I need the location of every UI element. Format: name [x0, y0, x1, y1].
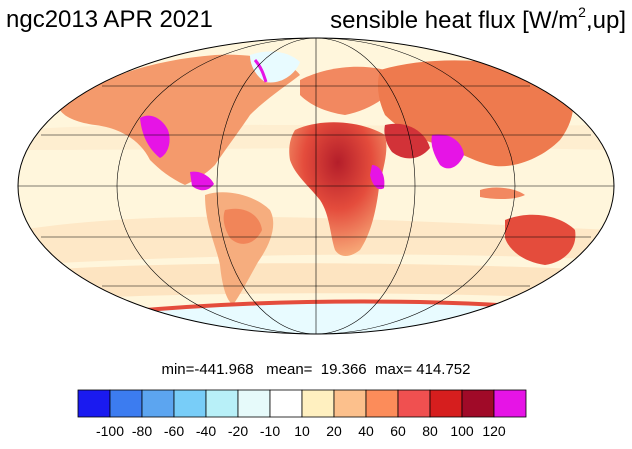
colorbar-swatch [461, 389, 495, 418]
map-title: ngc2013 APR 2021 [6, 6, 213, 33]
north-america [60, 54, 300, 185]
colorbar-swatch [333, 389, 367, 418]
antarctica [60, 302, 600, 334]
map-panel [17, 37, 615, 335]
east-africa-hot [370, 165, 385, 190]
colorbar-swatch [493, 389, 527, 418]
australia [505, 214, 576, 265]
greenland-rim [253, 59, 268, 83]
central-america-hot [190, 171, 214, 191]
colorbar-swatch [173, 389, 207, 418]
colorbar-tick-label: -20 [228, 423, 248, 439]
colorbar-tick-label: 100 [450, 423, 474, 439]
globe-outline [17, 37, 615, 335]
colorbar-svg: -100 -80 -60 -40 -20 -10 10 20 40 60 80 100 120 [77, 389, 527, 439]
colorbar-tick-label: -60 [164, 423, 184, 439]
colorbar-tick-label: -10 [260, 423, 280, 439]
colorbar: -100 -80 -60 -40 -20 -10 10 20 40 60 80 100 120 [0, 388, 632, 444]
colorbar-swatch [237, 389, 271, 418]
stat-min: min=-441.968 [161, 361, 254, 378]
variable-title-exponent: 2 [578, 4, 586, 20]
colorbar-tick-label: 80 [422, 423, 438, 439]
stat-mean: mean= 19.366 [266, 361, 367, 378]
colorbar-swatch [269, 389, 303, 418]
colorbar-tick-label: -40 [196, 423, 216, 439]
europe [300, 66, 400, 115]
colorbar-swatch [77, 389, 111, 418]
variable-title-main: sensible heat flux [W/m [330, 7, 579, 34]
middle-east [384, 123, 430, 159]
colorbar-tick-label: 40 [358, 423, 374, 439]
colorbar-tick-label: -100 [96, 423, 124, 439]
colorbar-tick-label: 10 [294, 423, 310, 439]
colorbar-swatch [141, 389, 175, 418]
north-america-hot-west [140, 115, 170, 158]
colorbar-swatch [365, 389, 399, 418]
colorbar-tick-label: 60 [390, 423, 406, 439]
colorbar-tick-label: 120 [482, 423, 506, 439]
asia [377, 60, 574, 167]
colorbar-swatch [429, 389, 463, 418]
colorbar-tick-label: -80 [132, 423, 152, 439]
statistics-line: min=-441.968 mean= 19.366 max= 414.752 [0, 361, 632, 378]
south-america-central [223, 208, 262, 244]
india-hot [431, 134, 464, 169]
africa [289, 122, 387, 256]
colorbar-swatch [301, 389, 335, 418]
colorbar-swatch [397, 389, 431, 418]
variable-title: sensible heat flux [W/m2,up] [330, 4, 626, 35]
variable-title-tail: ,up] [585, 7, 626, 34]
stat-max: max= 414.752 [375, 361, 471, 378]
colorbar-swatch [109, 389, 143, 418]
southern-ocean-band [40, 263, 600, 300]
world-map [17, 37, 615, 335]
indonesia [480, 187, 525, 200]
colorbar-swatch [205, 389, 239, 418]
colorbar-tick-label: 20 [326, 423, 342, 439]
